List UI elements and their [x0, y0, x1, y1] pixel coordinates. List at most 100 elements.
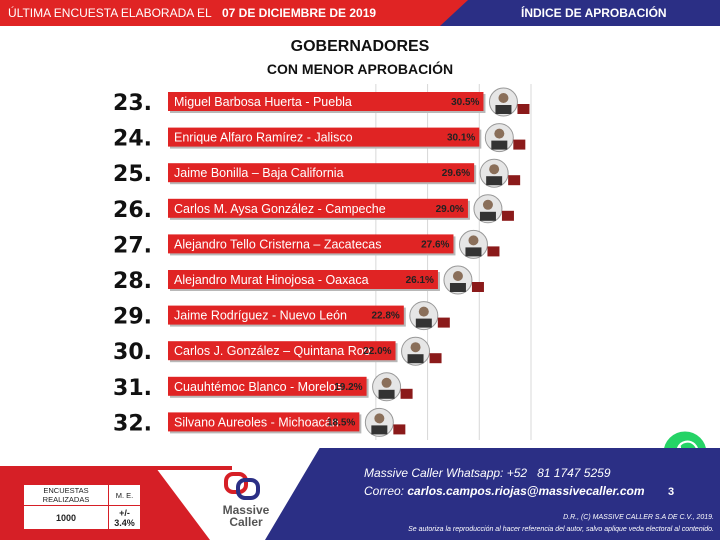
approval-bar-chart: 23. Miguel Barbosa Huerta - Puebla 30.5% 24… — [113, 84, 532, 440]
bar-value-label: 30.1% — [447, 133, 475, 144]
governor-suit-icon — [449, 283, 466, 292]
bar-category-label: Silvano Aureoles - Michoacán — [174, 415, 339, 429]
bar-row: 26. Carlos M. Aysa González - Campeche 29.… — [113, 194, 514, 224]
governor-head-icon — [452, 271, 463, 281]
page-number: 3 — [668, 486, 675, 498]
rank-label: 27. — [113, 233, 152, 258]
governor-head-icon — [489, 164, 500, 175]
bar-value-label: 22.8% — [371, 311, 399, 322]
margin-value: +/- 3.4% — [108, 505, 141, 530]
header-bar: ÚLTIMA ENCUESTA ELABORADA EL 07 DE DICIE… — [0, 0, 720, 26]
header-survey-date: 07 DE DICIEMBRE DE 2019 — [222, 6, 377, 20]
header-blue-band — [440, 0, 720, 26]
bar — [168, 92, 484, 111]
party-logo-icon — [429, 353, 442, 364]
bar-row: 25. Jaime Bonilla – Baja California 29.6% — [113, 158, 521, 188]
footer-red-line — [0, 466, 232, 470]
bar — [168, 270, 438, 289]
header-index-title: ÍNDICE DE APROBACIÓN — [521, 6, 667, 20]
bar-row: 28. Alejandro Murat Hinojosa - Oaxaca 26.1… — [113, 265, 484, 295]
rank-label: 30. — [113, 340, 152, 365]
governor-head-icon — [374, 413, 385, 424]
surveys-value: 1000 — [22, 505, 110, 530]
email-contact: Correo: carlos.campos.riojas@massivecall… — [364, 484, 645, 498]
massive-caller-logo: Massive Caller — [218, 504, 274, 528]
governor-suit-icon — [371, 425, 388, 435]
bar-value-label: 30.5% — [451, 97, 479, 108]
bar-value-label: 18.5% — [327, 417, 355, 428]
bar-category-label: Enrique Alfaro Ramírez - Jalisco — [174, 131, 353, 145]
chart-title-line1: GOBERNADORES — [290, 38, 430, 55]
rank-label: 32. — [113, 411, 152, 436]
email-address[interactable]: carlos.campos.riojas@massivecaller.com — [407, 484, 645, 498]
governor-suit-icon — [415, 318, 432, 328]
bar-category-label: Carlos M. Aysa González - Campeche — [174, 202, 386, 216]
party-logo-icon — [501, 210, 514, 221]
rank-label: 25. — [113, 162, 152, 187]
header-red-band — [0, 0, 470, 26]
governor-suit-icon — [479, 211, 496, 221]
bar — [168, 198, 468, 218]
rank-label: 28. — [113, 269, 152, 294]
governor-head-icon — [468, 235, 479, 246]
header-survey-label: ÚLTIMA ENCUESTA ELABORADA EL — [8, 6, 212, 20]
rank-label: 29. — [113, 305, 152, 330]
bar-row: 29. Jaime Rodríguez - Nuevo León 22.8% — [113, 301, 450, 331]
governor-head-icon — [410, 342, 421, 353]
governor-head-icon — [498, 93, 509, 103]
governor-suit-icon — [465, 247, 482, 257]
governor-suit-icon — [407, 354, 424, 364]
chart-title-line2: CON MENOR APROBACIÓN — [266, 61, 454, 77]
governor-head-icon — [381, 377, 392, 388]
bar-category-label: Alejandro Murat Hinojosa - Oaxaca — [174, 273, 369, 287]
rank-label: 24. — [113, 127, 152, 152]
footer-blue-band — [265, 448, 720, 540]
bar — [168, 127, 480, 147]
margin-header: M. E. — [108, 483, 141, 507]
bar — [168, 376, 367, 396]
bar — [168, 163, 475, 183]
bar-category-label: Alejandro Tello Cristerna – Zacatecas — [174, 237, 382, 251]
bar-value-label: 29.0% — [436, 204, 464, 215]
rank-label: 23. — [113, 91, 152, 116]
whatsapp-contact: Massive Caller Whatsapp: +52 81 1747 525… — [364, 466, 611, 480]
bar-value-label: 19.2% — [334, 382, 362, 393]
bar-row: 27. Alejandro Tello Cristerna – Zacatecas… — [113, 229, 500, 259]
bar-category-label: Jaime Rodríguez - Nuevo León — [174, 309, 347, 323]
party-logo-icon — [487, 246, 500, 257]
bar — [168, 234, 454, 254]
bar-category-label: Cuauhtémoc Blanco - Morelos — [174, 380, 342, 394]
party-logo-icon — [437, 317, 450, 328]
bar-category-label: Carlos J. González – Quintana Roo — [174, 344, 371, 358]
surveys-header: ENCUESTAS REALIZADAS — [22, 483, 110, 507]
bar-row: 23. Miguel Barbosa Huerta - Puebla 30.5% — [113, 87, 530, 117]
party-logo-icon — [508, 175, 521, 186]
reproduction-notice: Se autoriza la reproducción al hacer ref… — [408, 526, 714, 533]
governor-suit-icon — [378, 389, 395, 399]
survey-stats-table: ENCUESTAS REALIZADAS M. E. 1000 +/- 3.4% — [22, 483, 142, 531]
governor-suit-icon — [486, 176, 503, 186]
governor-suit-icon — [495, 105, 512, 114]
party-logo-icon — [471, 282, 484, 292]
party-logo-icon — [513, 139, 526, 150]
bar-value-label: 27.6% — [421, 239, 449, 250]
bar-row: 24. Enrique Alfaro Ramírez - Jalisco 30.1% — [113, 123, 526, 153]
bar-value-label: 26.1% — [406, 275, 434, 286]
governor-head-icon — [494, 128, 505, 139]
whatsapp-number[interactable]: 81 1747 5259 — [537, 466, 611, 480]
bar — [168, 305, 404, 325]
bar-category-label: Miguel Barbosa Huerta - Puebla — [174, 95, 352, 109]
logo-word-massive: Massive — [222, 503, 270, 517]
email-label: Correo: — [364, 484, 405, 498]
massive-caller-logo-icon — [224, 472, 260, 500]
party-logo-icon — [517, 104, 530, 114]
rank-label: 31. — [113, 376, 152, 401]
governor-suit-icon — [491, 140, 508, 150]
copyright-notice: D.R., (C) MASSIVE CALLER S.A DE C.V., 20… — [563, 514, 714, 521]
bar-value-label: 22.0% — [363, 346, 391, 357]
whatsapp-label: Massive Caller Whatsapp: +52 — [364, 466, 528, 480]
party-logo-icon — [400, 388, 413, 399]
bar-row: 30. Carlos J. González – Quintana Roo22.0… — [113, 336, 442, 366]
